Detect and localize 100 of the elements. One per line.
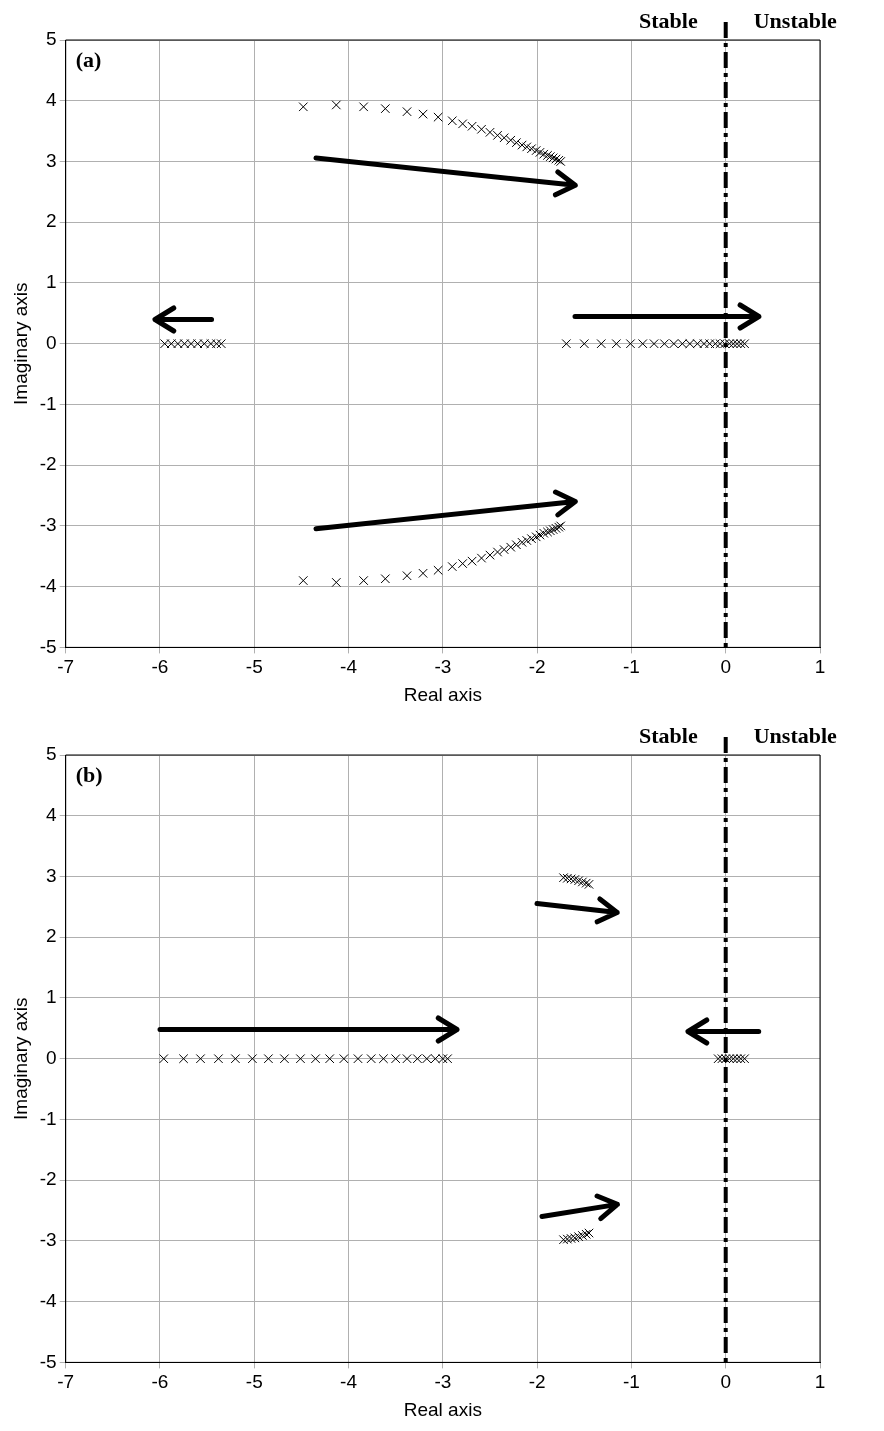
x-tick-label: -3 xyxy=(434,656,452,678)
point xyxy=(517,537,527,548)
point xyxy=(213,1053,224,1064)
point xyxy=(418,109,428,119)
point xyxy=(558,872,569,883)
x-tick-label: 0 xyxy=(720,1371,731,1393)
point xyxy=(715,338,725,349)
chart-title: (b) xyxy=(75,761,103,787)
point xyxy=(402,570,412,581)
point xyxy=(739,338,750,349)
y-tick-label: -5 xyxy=(39,635,57,657)
point xyxy=(526,533,537,544)
point xyxy=(206,338,216,349)
point xyxy=(457,119,468,129)
point xyxy=(724,1053,735,1064)
point xyxy=(535,147,545,158)
point xyxy=(577,1230,588,1241)
x-tick-label: 1 xyxy=(814,1371,826,1393)
point xyxy=(331,100,342,110)
y-tick-label: 4 xyxy=(46,803,58,825)
point xyxy=(577,877,588,887)
point xyxy=(178,1053,189,1064)
point xyxy=(390,1053,401,1064)
point xyxy=(724,338,735,349)
x-tick-label: -4 xyxy=(340,656,358,678)
point xyxy=(485,127,495,138)
point xyxy=(279,1053,290,1064)
point xyxy=(736,338,746,349)
point xyxy=(492,547,503,557)
x-tick-label: -5 xyxy=(245,1371,263,1393)
point xyxy=(442,1053,453,1064)
point xyxy=(579,338,590,349)
point xyxy=(331,577,342,588)
point xyxy=(358,575,369,586)
y-axis-title: Imaginary axis xyxy=(9,997,31,1120)
x-tick-label: 0 xyxy=(720,656,731,678)
point xyxy=(685,338,695,349)
point xyxy=(339,1053,349,1064)
point xyxy=(558,1234,569,1245)
point xyxy=(625,338,636,349)
point xyxy=(216,338,227,349)
point xyxy=(710,338,721,349)
y-tick-label: -2 xyxy=(39,453,57,475)
x-tick-label: -3 xyxy=(434,1371,452,1393)
y-tick-label: 0 xyxy=(46,331,57,353)
point xyxy=(159,1053,169,1064)
point xyxy=(511,137,522,148)
point xyxy=(457,558,468,569)
x-tick-label: -4 xyxy=(340,1371,358,1393)
x-tick-label: -6 xyxy=(151,656,169,678)
point xyxy=(412,1053,423,1064)
point xyxy=(263,1053,274,1064)
y-tick-label: 1 xyxy=(46,986,57,1008)
point xyxy=(499,133,509,143)
point xyxy=(195,1053,206,1064)
chart-title: (a) xyxy=(75,46,102,72)
point xyxy=(562,873,573,884)
point xyxy=(430,1053,441,1064)
y-tick-label: 1 xyxy=(46,271,57,293)
y-tick-label: 2 xyxy=(46,925,57,947)
y-tick-label: 0 xyxy=(46,1046,57,1068)
point xyxy=(728,338,738,349)
point xyxy=(467,556,477,566)
point xyxy=(402,106,412,117)
point xyxy=(732,1053,742,1064)
point xyxy=(562,1234,573,1244)
x-tick-label: -2 xyxy=(528,1371,546,1393)
y-tick-label: -3 xyxy=(39,1229,57,1251)
point xyxy=(717,1053,727,1064)
point xyxy=(179,338,190,349)
point xyxy=(505,542,516,552)
point xyxy=(659,338,670,349)
point xyxy=(669,338,679,349)
point xyxy=(438,1053,448,1064)
point xyxy=(570,1233,580,1243)
y-axis-title: Imaginary axis xyxy=(9,282,31,405)
point xyxy=(499,544,509,555)
point xyxy=(677,338,688,349)
point xyxy=(380,103,391,114)
point xyxy=(447,116,458,126)
text: Unstable xyxy=(753,7,838,33)
y-tick-label: 3 xyxy=(46,864,57,886)
x-tick-label: -2 xyxy=(528,656,546,678)
x-tick-label: 1 xyxy=(814,656,826,678)
point xyxy=(433,112,443,122)
point xyxy=(535,530,545,540)
point xyxy=(173,338,183,349)
point xyxy=(728,1053,738,1064)
text: Stable xyxy=(639,722,698,748)
point xyxy=(522,535,532,546)
point xyxy=(732,338,742,349)
point xyxy=(561,338,572,349)
text: Unstable xyxy=(753,722,838,748)
point xyxy=(298,575,309,586)
point xyxy=(310,1053,321,1064)
point xyxy=(166,338,177,349)
y-tick-label: -4 xyxy=(39,574,58,596)
point xyxy=(366,1053,376,1064)
point xyxy=(531,532,541,542)
x-tick-label: -1 xyxy=(622,656,640,678)
